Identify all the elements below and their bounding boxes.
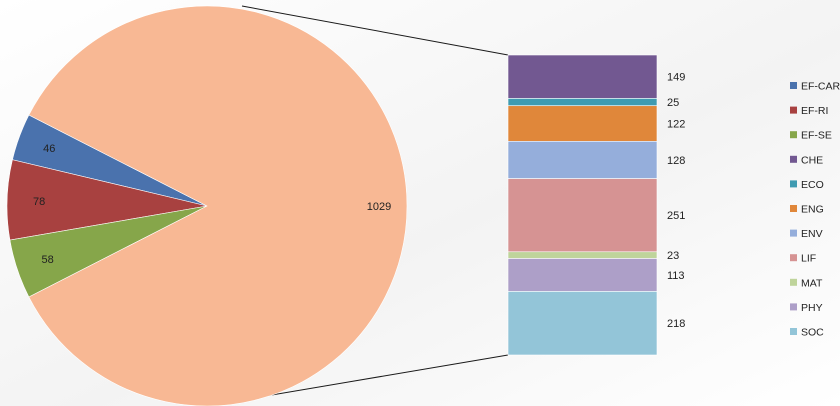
bar-label-phy: 113 <box>667 270 685 282</box>
legend-label-soc: SOC <box>801 327 824 339</box>
pie-label-ef-ri: 78 <box>33 196 45 208</box>
pie <box>6 5 408 406</box>
legend-swatch-phy <box>790 303 797 311</box>
bar-label-eng: 122 <box>667 119 685 131</box>
legend-swatch-ef-ri <box>790 106 797 114</box>
pie-label-ef-car: 46 <box>43 143 55 155</box>
bar-segment-che <box>507 54 658 99</box>
bar-segment-eco <box>507 98 658 107</box>
bar-segment-env <box>507 141 658 179</box>
bar-segment-soc <box>507 291 658 356</box>
legend-label-ef-se: EF-SE <box>801 130 832 142</box>
legend-swatch-mat <box>790 278 797 286</box>
legend-label-lif: LIF <box>801 253 816 265</box>
legend-label-mat: MAT <box>801 277 823 289</box>
legend-swatch-ef-car <box>790 82 797 89</box>
bar-labels: 149 25 122 128 251 23 113 218 <box>667 72 685 331</box>
legend-swatch-eco <box>790 180 797 188</box>
bar-segment-phy <box>507 258 658 292</box>
legend-label-eng: ENG <box>801 204 824 216</box>
legend-label-eco: ECO <box>801 179 824 191</box>
legend: EF-CAR EF-RI EF-SE CHE ECO ENG ENV LIF MAT PHY SOC <box>790 81 840 339</box>
bar-label-env: 128 <box>667 155 685 167</box>
legend-label-ef-ri: EF-RI <box>801 105 828 117</box>
bar-label-mat: 23 <box>667 250 679 262</box>
bar-segment-mat <box>507 251 658 259</box>
legend-swatch-env <box>790 229 797 237</box>
legend-label-che: CHE <box>801 154 823 166</box>
connector-bottom <box>241 354 509 401</box>
connector-lines <box>241 5 509 401</box>
pie-slice-other <box>28 5 408 406</box>
legend-swatch-eng <box>790 205 797 212</box>
legend-label-env: ENV <box>801 228 823 240</box>
legend-swatch-ef-se <box>790 131 797 139</box>
bar-label-lif: 251 <box>667 210 685 222</box>
pie-label-other: 1029 <box>367 201 391 213</box>
legend-label-phy: PHY <box>801 302 823 314</box>
bar-segment-eng <box>507 105 658 142</box>
stacked-bar <box>507 54 658 356</box>
pie-label-ef-se: 58 <box>41 254 53 266</box>
connector-top <box>241 5 509 56</box>
bar-label-che: 149 <box>667 72 685 84</box>
bar-segment-lif <box>507 178 658 253</box>
pie-labels: 46 78 58 1029 <box>33 143 391 266</box>
legend-swatch-soc <box>790 328 797 335</box>
legend-swatch-lif <box>790 254 797 262</box>
bar-label-soc: 218 <box>667 318 685 330</box>
bar-label-eco: 25 <box>667 97 679 109</box>
legend-swatch-che <box>790 155 797 163</box>
legend-label-ef-car: EF-CAR <box>801 81 840 93</box>
